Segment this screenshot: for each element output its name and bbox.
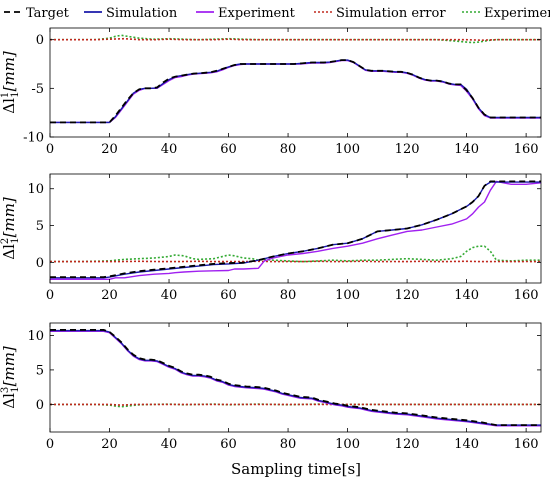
x-tick-label: 120	[395, 288, 420, 303]
y-label-sub: 1	[10, 91, 21, 97]
x-tick-label: 140	[454, 437, 479, 452]
x-tick-label: 80	[280, 437, 297, 452]
series-line-simulation-error	[50, 403, 541, 406]
y-label-sup: 3	[0, 387, 11, 393]
y-tick-label: 5	[36, 363, 44, 378]
axes-frame	[49, 322, 542, 433]
x-tick-label: 40	[161, 288, 178, 303]
x-tick-label: 80	[280, 142, 297, 157]
x-tick-label: 80	[280, 288, 297, 303]
legend-item-simulation: Simulation	[84, 6, 178, 21]
x-tick-label: 20	[101, 437, 118, 452]
x-tick-label: 140	[454, 288, 479, 303]
x-tick-label: 100	[335, 142, 360, 157]
subplot-1: 0 20 40 60 80 100 120 140 160 -10 -5 0 Δl11[mm]	[0, 27, 542, 157]
x-tick-label: 160	[514, 142, 539, 157]
legend: Target Simulation Experiment Simulation err…	[4, 6, 550, 21]
subplot-3-series	[50, 328, 541, 427]
subplot-2-series	[50, 180, 541, 280]
legend-label-target: Target	[26, 6, 70, 21]
x-tick-label: 120	[395, 142, 420, 157]
y-tick-label: 0	[36, 33, 44, 48]
x-tick-label: 160	[514, 288, 539, 303]
series-line-experiment	[50, 180, 541, 280]
x-tick-label: 20	[101, 288, 118, 303]
axes-frame	[49, 27, 542, 138]
y-axis-label: Δl21[mm]	[0, 197, 21, 260]
subplot-1-series	[50, 34, 541, 124]
x-axis-label: Sampling time[s]	[231, 460, 361, 478]
y-tick-label: -10	[23, 131, 44, 146]
y-axis-label: Δl31[mm]	[0, 346, 21, 409]
y-label-base: Δl	[0, 393, 18, 409]
x-tick-label: 20	[101, 142, 118, 157]
y-axis-label: Δl11[mm]	[0, 51, 21, 114]
legend-item-experiment-error: Experiment error	[462, 6, 550, 21]
y-label-sub: 1	[10, 237, 21, 243]
axes-frame	[49, 173, 542, 284]
x-tick-label: 100	[335, 437, 360, 452]
y-tick-label: 0	[36, 256, 44, 271]
x-tick-label: 0	[46, 437, 54, 452]
legend-label-experiment: Experiment	[218, 6, 296, 21]
series-line-target	[50, 59, 541, 124]
series-line-experiment-error	[50, 245, 541, 263]
x-tick-label: 40	[161, 142, 178, 157]
x-tick-label: 60	[220, 437, 237, 452]
y-tick-label: 0	[36, 398, 44, 413]
series-line-target	[50, 328, 541, 427]
legend-label-simulation: Simulation	[106, 6, 178, 21]
y-label-unit: [mm]	[0, 197, 18, 237]
series-line-target	[50, 180, 541, 279]
x-tick-label: 0	[46, 142, 54, 157]
y-label-base: Δl	[0, 98, 18, 114]
legend-label-simulation-error: Simulation error	[336, 6, 446, 21]
x-tick-label: 0	[46, 288, 54, 303]
y-tick-label: 10	[27, 329, 44, 344]
legend-label-experiment-error: Experiment error	[484, 6, 550, 21]
legend-item-target: Target	[4, 6, 70, 21]
y-label-sup: 1	[0, 92, 11, 98]
x-tick-label: 120	[395, 437, 420, 452]
subplot-2: 0 20 40 60 80 100 120 140 160 0 5 10 Δl21[mm]	[0, 173, 542, 303]
series-line-simulation-error	[50, 37, 541, 42]
y-label-unit: [mm]	[0, 51, 18, 91]
y-tick-label: 10	[27, 182, 44, 197]
series-line-simulation	[50, 181, 541, 279]
y-tick-label: -5	[31, 82, 44, 97]
x-tick-label: 60	[220, 288, 237, 303]
series-line-simulation	[50, 329, 541, 426]
x-tick-label: 100	[335, 288, 360, 303]
x-tick-label: 60	[220, 142, 237, 157]
y-label-sub: 1	[10, 386, 21, 392]
x-tick-label: 160	[514, 437, 539, 452]
y-label-unit: [mm]	[0, 346, 18, 386]
y-label-sup: 2	[0, 238, 11, 244]
legend-item-experiment: Experiment	[196, 6, 296, 21]
y-tick-label: 5	[36, 219, 44, 234]
subplot-3: 0 20 40 60 80 100 120 140 160 0 5 10 Δl31[mm]	[0, 322, 542, 452]
legend-item-simulation-error: Simulation error	[314, 6, 446, 21]
x-tick-label: 40	[161, 437, 178, 452]
y-label-base: Δl	[0, 244, 18, 260]
x-tick-label: 140	[454, 142, 479, 157]
